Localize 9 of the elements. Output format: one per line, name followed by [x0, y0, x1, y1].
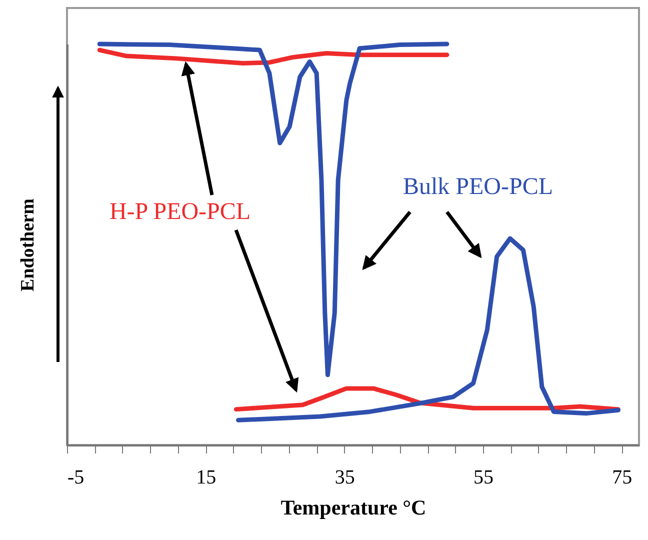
- x-tick-label: -5: [68, 466, 84, 488]
- x-axis-title: Temperature °C: [280, 496, 426, 520]
- text: H-P PEO-PCL: [109, 199, 251, 225]
- x-tick-label: 35: [334, 466, 355, 488]
- text: Bulk PEO-PCL: [402, 174, 554, 200]
- x-tick-label: 55: [474, 466, 494, 488]
- x-tick-label: 75: [612, 466, 632, 488]
- y-axis-title: Endotherm: [18, 198, 38, 292]
- x-tick-label: 15: [196, 466, 216, 488]
